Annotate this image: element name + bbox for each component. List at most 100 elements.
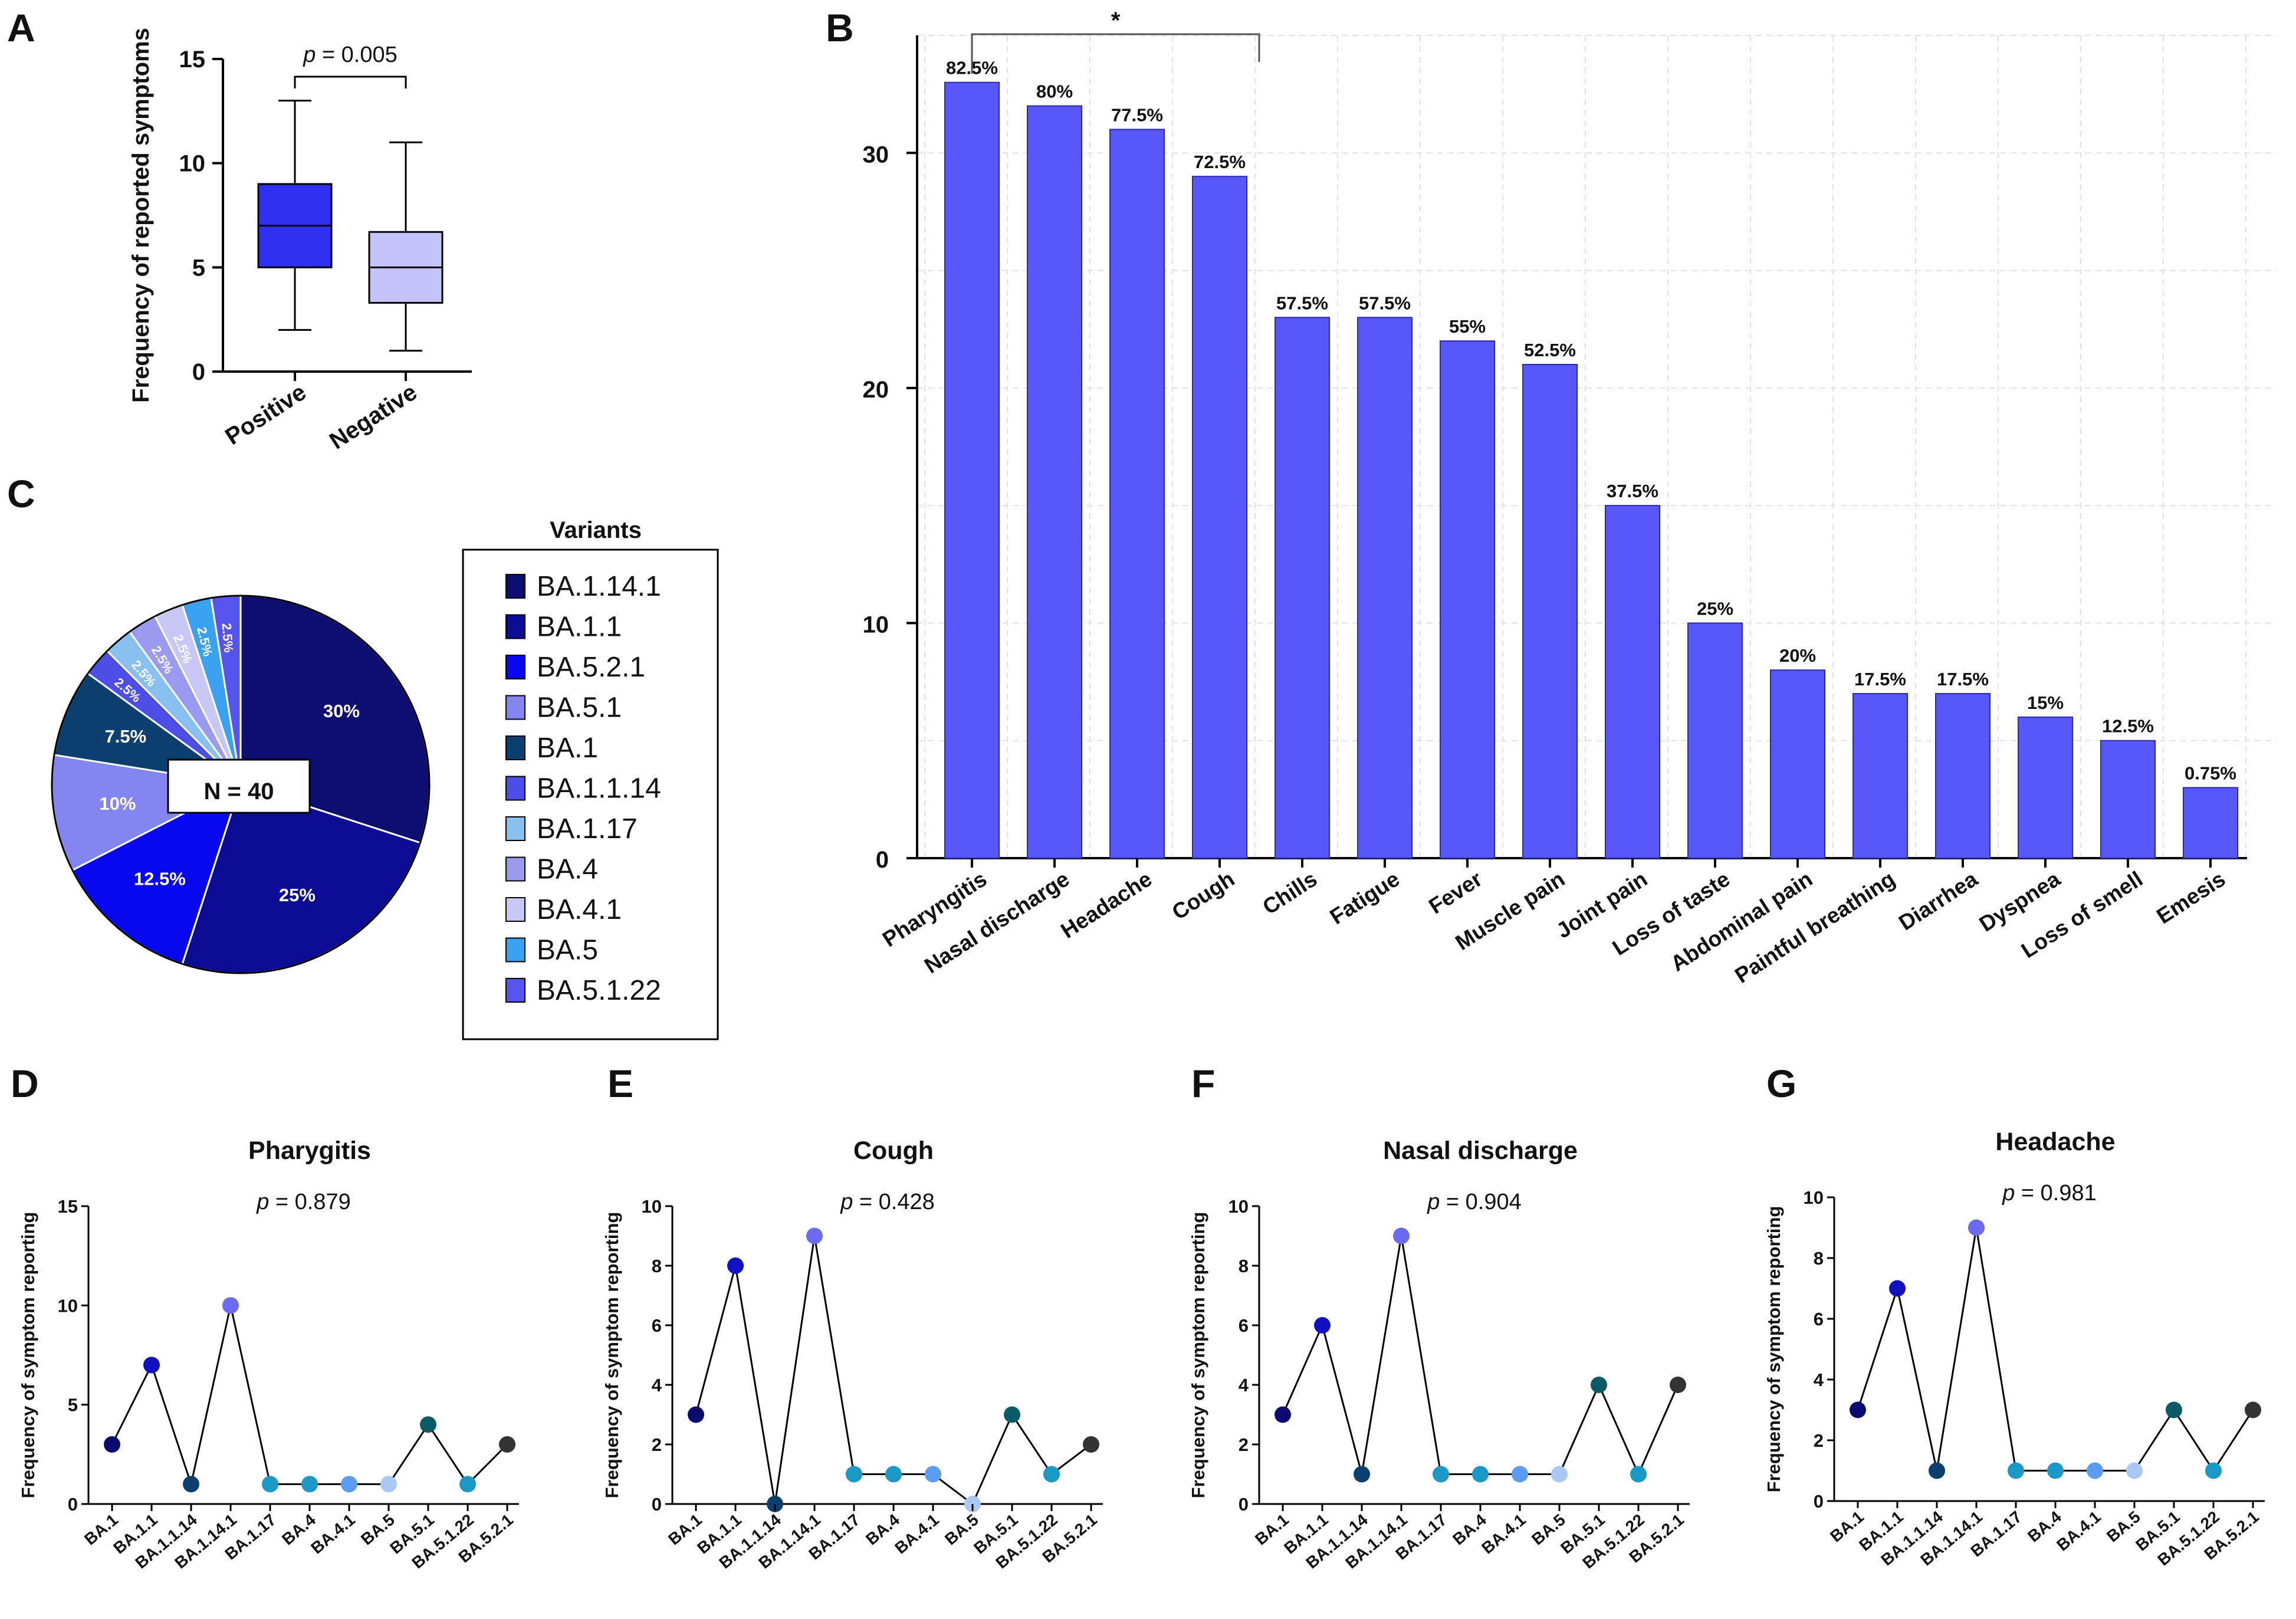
bar bbox=[2100, 740, 2156, 859]
bar bbox=[1852, 693, 1908, 859]
y-tick-label: 20 bbox=[863, 377, 889, 403]
data-point bbox=[1512, 1466, 1528, 1483]
panel-f: F 0 2 4 6 8 10 Frequency of symptom reporting Na… bbox=[1188, 1062, 1690, 1572]
bar bbox=[2018, 716, 2073, 859]
plot-title: Headache bbox=[1995, 1128, 2115, 1156]
y-tick-label: 0 bbox=[652, 1494, 662, 1515]
data-point bbox=[104, 1436, 120, 1453]
bar bbox=[1027, 105, 1082, 859]
data-point bbox=[846, 1466, 862, 1483]
series-line bbox=[1282, 1236, 1679, 1477]
bar-data-label: 55% bbox=[1449, 316, 1486, 337]
legend-swatch bbox=[505, 574, 525, 599]
data-point bbox=[183, 1476, 199, 1493]
data-point bbox=[2047, 1462, 2064, 1479]
legend-label: BA.4 bbox=[537, 854, 598, 885]
bar bbox=[1770, 669, 1825, 859]
legend-label: BA.5.1.22 bbox=[537, 975, 661, 1006]
legend-label: BA.1.1 bbox=[537, 612, 622, 643]
bar bbox=[2183, 787, 2238, 859]
y-tick-label: 5 bbox=[68, 1395, 78, 1416]
legend-swatch bbox=[505, 735, 525, 760]
y-tick-label: 0 bbox=[68, 1494, 78, 1515]
y-tick-label: 4 bbox=[652, 1375, 662, 1395]
y-tick-label: 10 bbox=[1229, 1196, 1249, 1217]
data-point bbox=[2205, 1462, 2222, 1479]
data-point bbox=[1354, 1466, 1370, 1483]
y-tick-label: 0 bbox=[876, 847, 889, 873]
data-point bbox=[885, 1466, 902, 1483]
p-symbol: p bbox=[2002, 1181, 2015, 1206]
legend-label: BA.1.14.1 bbox=[537, 571, 661, 602]
x-category-label: Chills bbox=[1259, 866, 1322, 919]
bar bbox=[944, 81, 1000, 859]
legend-label: BA.1.1.14 bbox=[537, 773, 661, 804]
data-point bbox=[1630, 1466, 1647, 1483]
pie-slice-label: 7.5% bbox=[105, 726, 147, 747]
p-value-annotation: p = 0.879 bbox=[256, 1190, 351, 1214]
center-label-box bbox=[167, 758, 311, 814]
pie-slice-label: 25% bbox=[279, 885, 316, 905]
center-label: N = 40 bbox=[204, 779, 274, 804]
p-symbol: p bbox=[256, 1190, 269, 1214]
y-axis-label: Frequency of reported symptoms bbox=[128, 28, 154, 403]
legend-label: BA.1 bbox=[537, 733, 598, 764]
y-tick-label: 2 bbox=[1239, 1434, 1249, 1455]
y-tick-label: 30 bbox=[863, 142, 889, 168]
p-value-text: = 0.428 bbox=[853, 1190, 934, 1214]
bar-data-label: 57.5% bbox=[1276, 293, 1328, 313]
bar-data-label: 80% bbox=[1036, 81, 1073, 102]
y-tick-label: 6 bbox=[1239, 1315, 1249, 1336]
p-symbol: p bbox=[1427, 1190, 1440, 1214]
p-symbol: p bbox=[840, 1190, 853, 1214]
x-category-label: BA.4.1 bbox=[1478, 1510, 1529, 1558]
pie-outline bbox=[51, 595, 431, 974]
bar bbox=[1192, 176, 1247, 859]
panel-g: G 0 2 4 6 8 10 Frequency of symptom reporting He… bbox=[1763, 1062, 2265, 1569]
y-tick-label: 8 bbox=[1814, 1248, 1824, 1269]
data-point bbox=[1043, 1466, 1060, 1483]
y-tick-label: 2 bbox=[652, 1434, 662, 1455]
y-tick-label: 4 bbox=[1814, 1370, 1824, 1390]
data-point bbox=[1591, 1377, 1607, 1393]
data-point bbox=[2126, 1462, 2143, 1479]
y-tick-label: 10 bbox=[642, 1196, 662, 1217]
data-point bbox=[1850, 1401, 1866, 1418]
data-point bbox=[2008, 1462, 2024, 1479]
data-point bbox=[262, 1476, 278, 1493]
data-point bbox=[806, 1227, 823, 1244]
p-value-annotation: p = 0.005 bbox=[303, 42, 398, 67]
panel-letter-f: F bbox=[1191, 1062, 1215, 1105]
legend-title: Variants bbox=[550, 517, 642, 543]
p-value-annotation: p = 0.981 bbox=[2002, 1181, 2097, 1206]
y-tick-label: 5 bbox=[192, 255, 205, 281]
bar bbox=[1522, 364, 1578, 859]
data-point bbox=[1083, 1436, 1099, 1453]
legend-swatch bbox=[505, 776, 525, 801]
legend-swatch bbox=[505, 856, 525, 882]
bar bbox=[1109, 129, 1165, 859]
legend-swatch bbox=[505, 937, 525, 963]
x-category-label: Cough bbox=[1168, 866, 1239, 924]
panel-e: E 0 2 4 6 8 10 Frequency of symptom reporting Co… bbox=[602, 1062, 1103, 1572]
bar-data-label: 37.5% bbox=[1607, 481, 1658, 501]
significance-bracket bbox=[294, 75, 407, 88]
bar-data-label: 15% bbox=[2027, 692, 2064, 713]
data-point bbox=[1004, 1406, 1020, 1423]
data-point bbox=[727, 1257, 744, 1274]
pie-slice-label: 30% bbox=[323, 701, 360, 721]
pie-slice-label: 12.5% bbox=[134, 869, 186, 889]
panel-c: C30%25%12.5%10%7.5%2.5%2.5%2.5%2.5%2.5% 2… bbox=[7, 472, 719, 1040]
y-tick-label: 8 bbox=[1239, 1256, 1249, 1276]
data-point bbox=[1968, 1219, 1985, 1236]
panel-letter-c: C bbox=[7, 472, 35, 515]
x-category-label: Negative bbox=[325, 379, 422, 455]
y-tick-label: 10 bbox=[58, 1295, 78, 1316]
y-tick-label: 6 bbox=[1814, 1309, 1824, 1329]
bar-data-label: 57.5% bbox=[1359, 293, 1411, 313]
panel-d: D 0 5 10 15 Frequency of symptom reporting Pha… bbox=[11, 1062, 519, 1572]
x-category-label: Abdominal pain bbox=[1666, 866, 1817, 976]
data-point bbox=[1275, 1406, 1291, 1423]
y-axis-label: Frequency of symptom reporting bbox=[602, 1212, 622, 1499]
